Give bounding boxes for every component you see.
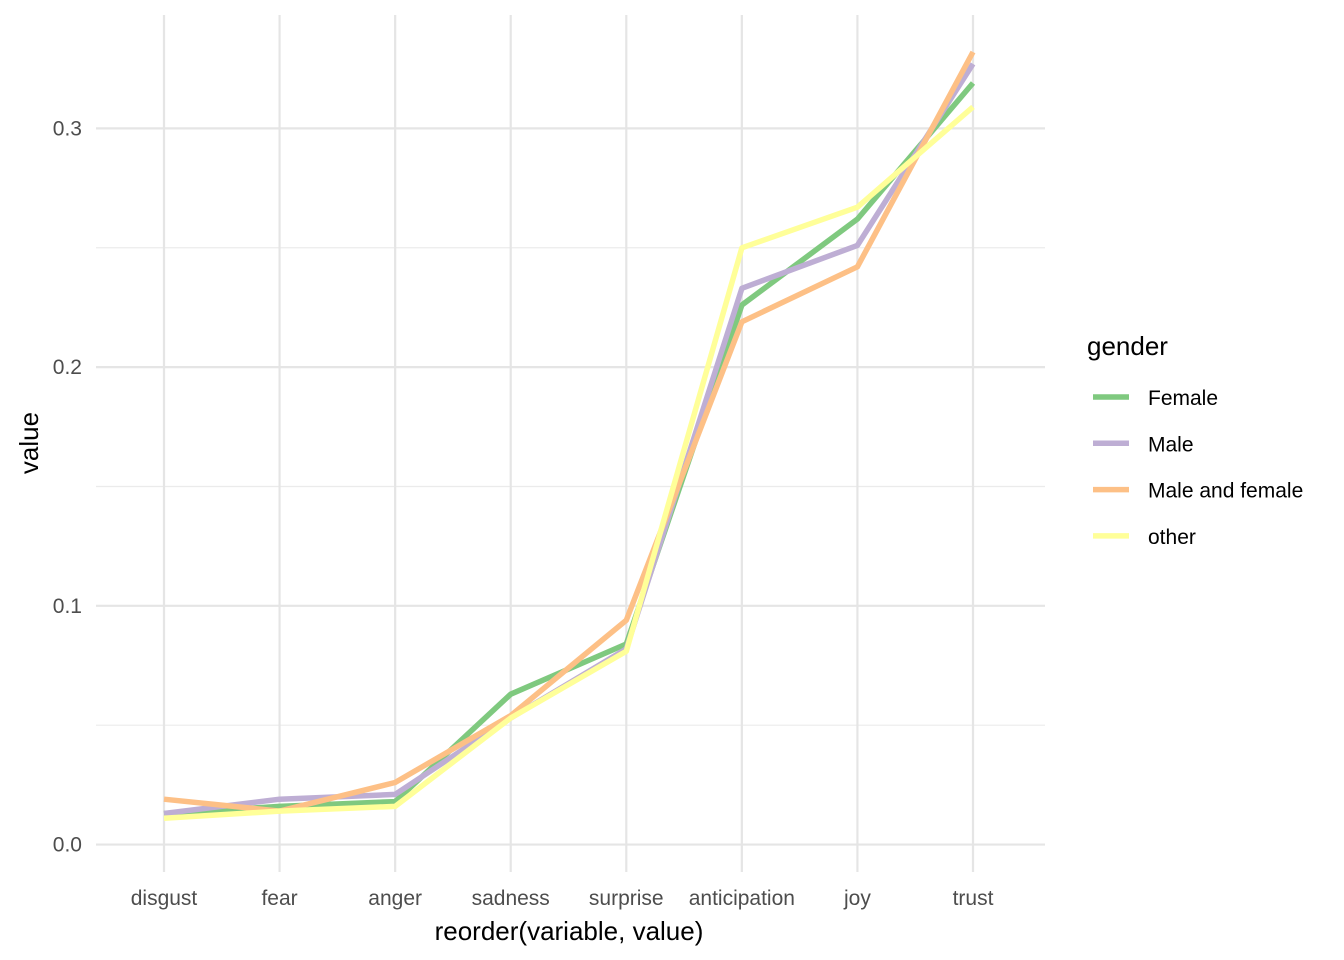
x-tick-label: anger xyxy=(368,887,422,910)
series-line-0 xyxy=(163,81,976,817)
legend: gender Female Male Male and female other xyxy=(1087,331,1303,549)
y-axis-title: value xyxy=(14,412,44,474)
legend-label: Male xyxy=(1148,433,1194,456)
x-tick-label: trust xyxy=(953,887,994,910)
x-axis-title: reorder(variable, value) xyxy=(435,916,704,946)
legend-label: Female xyxy=(1148,387,1218,410)
series-lines xyxy=(163,50,976,822)
series-line-3 xyxy=(163,104,975,822)
x-tick-label: disgust xyxy=(131,887,198,910)
x-tick-label: fear xyxy=(261,887,297,910)
x-axis-ticks: disgust fear anger sadness surprise anticipat… xyxy=(131,887,994,910)
x-tick-label: anticipation xyxy=(689,887,795,910)
x-tick-label: sadness xyxy=(472,887,550,910)
series-line-1 xyxy=(163,62,976,817)
legend-item: Female xyxy=(1093,387,1218,410)
x-tick-label: joy xyxy=(843,887,871,910)
y-tick-label: 0.1 xyxy=(53,595,82,618)
y-axis-ticks: 0.0 0.1 0.2 0.3 xyxy=(53,117,82,856)
x-tick-label: surprise xyxy=(589,887,664,910)
grid xyxy=(96,15,1045,872)
legend-item: other xyxy=(1093,526,1196,549)
legend-label: Male and female xyxy=(1148,480,1303,503)
y-tick-label: 0.2 xyxy=(53,356,82,379)
legend-label: other xyxy=(1148,526,1196,549)
legend-title: gender xyxy=(1087,331,1168,361)
legend-item: Male and female xyxy=(1093,480,1303,503)
legend-item: Male xyxy=(1093,433,1194,456)
y-tick-label: 0.3 xyxy=(53,117,82,140)
y-tick-label: 0.0 xyxy=(53,834,82,857)
series-line-2 xyxy=(163,50,976,814)
